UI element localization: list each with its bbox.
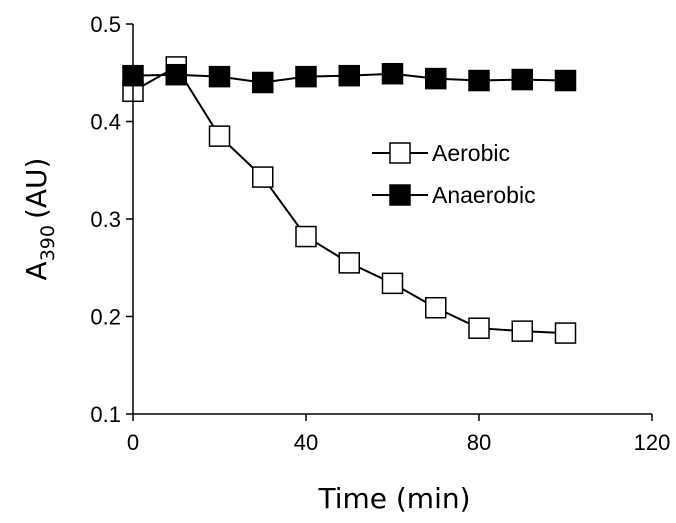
data-point-anaerobic (295, 65, 317, 88)
data-point-aerobic (381, 272, 404, 295)
legend: Aerobic Anaerobic (372, 140, 536, 208)
axes: 0.1 0.2 0.3 0.4 0.5 0 40 80 120 (90, 12, 670, 455)
data-point-aerobic (468, 317, 490, 339)
data-point-anaerobic (252, 71, 274, 94)
data-point-anaerobic (468, 69, 490, 92)
y-tick-label: 0.2 (90, 305, 121, 330)
axis-titles: Time (min) A390 (AU) (20, 158, 471, 515)
data-point-anaerobic (165, 63, 187, 86)
data-point-aerobic (338, 252, 360, 274)
data-point-anaerobic (554, 69, 577, 92)
legend-label: Anaerobic (432, 182, 536, 208)
data-point-aerobic (425, 296, 447, 319)
legend-label: Aerobic (432, 140, 510, 166)
y-tick-label: 0.4 (90, 110, 121, 135)
y-tick-label: 0.3 (90, 207, 121, 232)
plot-area (122, 56, 577, 344)
data-point-aerobic (554, 322, 577, 344)
x-tick-label: 0 (127, 430, 139, 455)
data-point-aerobic (208, 125, 231, 147)
x-tick-label: 120 (634, 430, 671, 455)
data-point-aerobic (252, 166, 274, 188)
legend-marker (389, 142, 411, 164)
data-point-anaerobic (381, 62, 404, 85)
data-point-aerobic (295, 225, 317, 248)
x-tick-label: 40 (294, 430, 318, 455)
data-point-aerobic (511, 320, 533, 342)
legend-item-aerobic: Aerobic (372, 140, 510, 166)
y-axis-title-subscript: 390 (37, 225, 59, 261)
data-point-anaerobic (511, 68, 533, 91)
data-point-anaerobic (338, 64, 360, 87)
x-axis-title: Time (min) (317, 482, 470, 515)
y-axis-title: A390 (AU) (20, 158, 59, 281)
y-axis-title-unit: (AU) (20, 158, 53, 220)
legend-marker (389, 184, 411, 206)
y-axis-title-main: A (20, 261, 53, 280)
x-tick-label: 80 (467, 430, 491, 455)
data-point-anaerobic (208, 65, 231, 88)
y-tick-label: 0.1 (90, 402, 121, 427)
data-point-anaerobic (425, 67, 447, 90)
y-tick-label: 0.5 (90, 12, 121, 37)
legend-item-anaerobic: Anaerobic (372, 182, 536, 208)
series-anaerobic (122, 62, 577, 94)
